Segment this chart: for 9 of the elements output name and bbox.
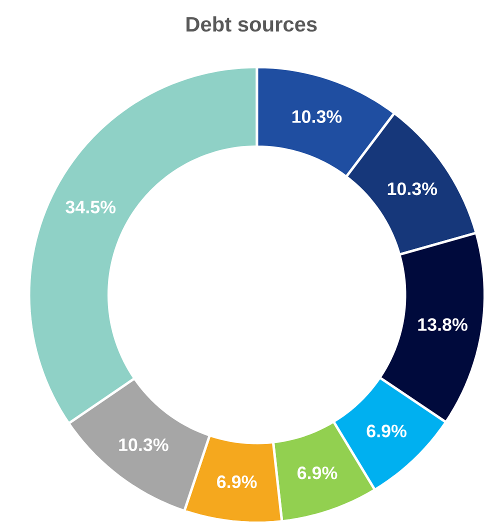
- data-label: 10.3%: [388, 182, 438, 196]
- data-label: 6.9%: [298, 466, 338, 480]
- data-label: 34.5%: [66, 200, 116, 214]
- data-label: 6.9%: [366, 424, 407, 438]
- data-label: 13.8%: [418, 318, 468, 331]
- data-label: 10.3%: [119, 438, 168, 452]
- data-label: 10.3%: [292, 110, 342, 123]
- data-label: 6.9%: [217, 475, 257, 488]
- chart-title: Debt sources: [186, 16, 317, 32]
